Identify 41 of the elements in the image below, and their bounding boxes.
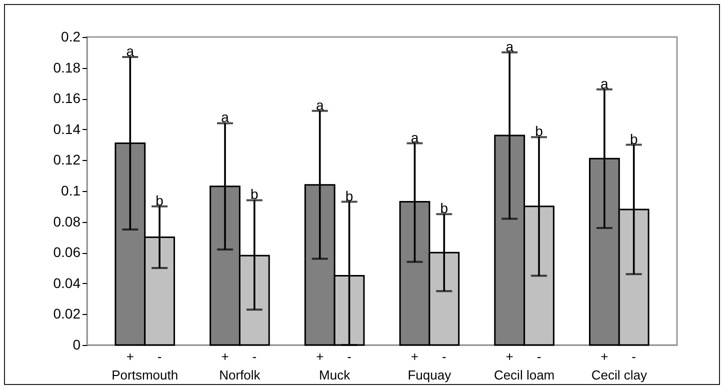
x-tick-label: Muck [319,368,351,382]
y-tick-label: 0.06 [53,244,81,260]
annotation: b [630,130,638,147]
text: + [600,349,608,364]
x-tick-label: Cecil loam [494,368,555,382]
text: + [506,349,514,364]
x-tick-label: Fuquay [408,368,452,382]
y-tick-label: 0.18 [53,59,81,76]
text: - [536,349,542,364]
y-tick-label: 0.08 [53,213,81,230]
y-tick-label: 0.12 [53,152,81,168]
annotation: b [345,188,354,204]
annotation: b [535,123,544,140]
y-tick-label: 0.16 [53,90,81,106]
annotation: a [316,96,324,113]
x-tick-label: Norfolk [219,368,261,382]
annotation: b [250,186,259,202]
annotation: b [440,200,448,216]
annotation: a [506,38,514,54]
series-label: - [157,349,162,364]
y-tick-label: 0.04 [53,274,81,291]
series-label: + [126,349,134,364]
y-tick-label: 0.14 [53,120,81,137]
y-tick-label: 0.02 [53,306,81,322]
text: + [316,349,324,364]
y-tick-label: 0.2 [61,28,81,44]
text: + [410,349,419,364]
annotation: b [156,192,164,208]
x-tick-label: Cecil clay [591,368,648,382]
annotation: a [126,43,134,60]
annotation: a [600,75,609,92]
text: - [632,349,636,364]
y-tick-label: 0 [72,336,81,352]
annotation: a [410,129,419,146]
text: - [347,349,352,364]
y-tick-label: 0.1 [61,182,81,198]
annotation: a [221,109,230,126]
text: - [442,349,446,364]
text: - [252,349,257,364]
text: + [221,349,229,364]
x-tick-label: Portsmouth [112,368,178,382]
